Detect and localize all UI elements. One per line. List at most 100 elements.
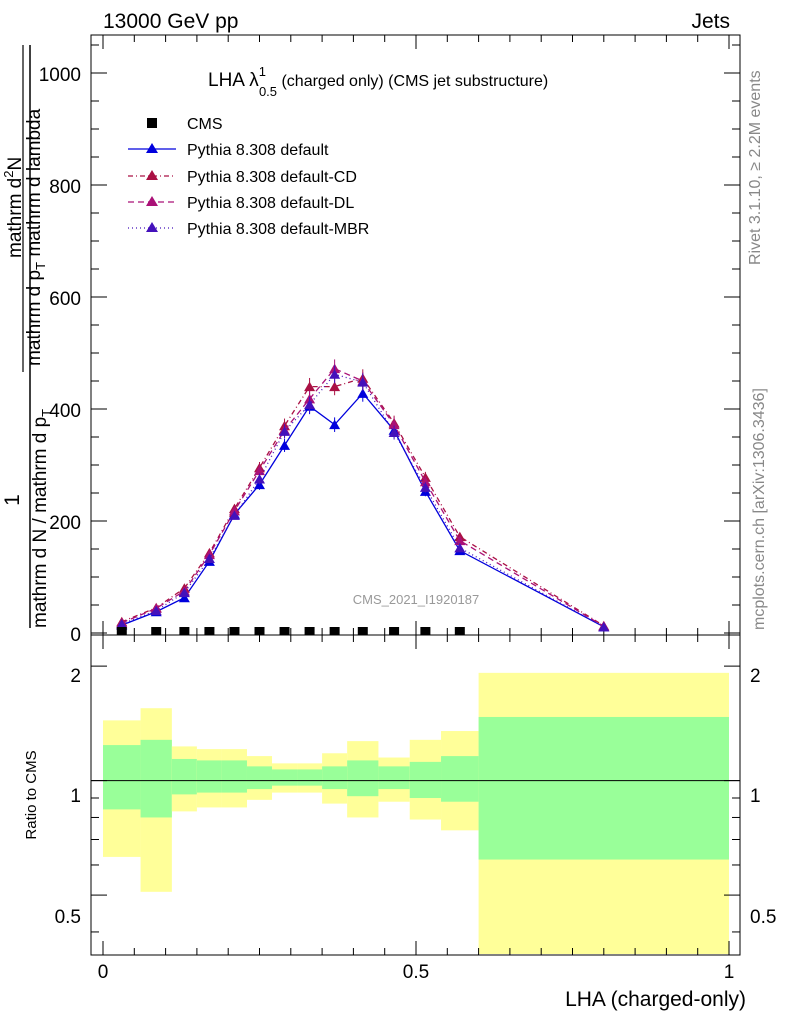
- legend-label-mbr: Pythia 8.308 default-MBR: [187, 221, 369, 238]
- x-tick-1: 1: [724, 962, 735, 983]
- series-point: [254, 474, 265, 484]
- y-label-inner-numerator: mathrm d2N: [1, 157, 26, 258]
- ratio-y-tick-0.5-left: 0.5: [55, 907, 81, 928]
- legend-marker-cms: [147, 118, 157, 128]
- header-right: Jets: [691, 10, 730, 33]
- main-y-axis-label: 1 mathrm d N / mathrm d pT mathrm d2N ma…: [1, 45, 54, 628]
- legend-label-cd: Pythia 8.308 default-CD: [187, 169, 357, 186]
- main-y-tick-200: 200: [49, 513, 81, 534]
- cms-point: [254, 627, 265, 635]
- ratio-bands: [103, 672, 729, 954]
- ratio-band-inner: [347, 760, 379, 797]
- x-axis-label: LHA (charged-only): [565, 988, 746, 1011]
- series-point: [203, 553, 215, 564]
- ratio-y-axis-label: Ratio to CMS: [23, 750, 40, 839]
- legend-marker-default: [146, 143, 158, 153]
- main-y-tick-800: 800: [49, 177, 81, 198]
- ratio-band-inner: [409, 761, 442, 799]
- legend-marker-cd: [146, 170, 158, 180]
- cms-point: [116, 627, 127, 635]
- cms-point: [420, 627, 431, 635]
- series-point: [388, 419, 400, 430]
- legend: CMS Pythia 8.308 default Pythia 8.308 de…: [128, 116, 369, 238]
- legend-label-cms: CMS: [187, 116, 223, 133]
- ratio-band-inner: [196, 760, 222, 793]
- main-y-tick-400: 400: [49, 401, 81, 422]
- ratio-band-inner: [103, 745, 141, 810]
- ratio-y-tick-2-left: 2: [70, 666, 81, 687]
- series-point: [254, 465, 265, 476]
- cms-point: [151, 627, 162, 635]
- cms-point: [389, 627, 400, 635]
- series-line: [121, 367, 605, 627]
- ratio-band-inner: [322, 766, 348, 790]
- cms-point: [454, 627, 465, 635]
- y-label-outer-numerator: 1: [1, 494, 24, 506]
- cms-point: [179, 627, 190, 635]
- ratio-band-inner: [140, 739, 172, 818]
- series-line: [121, 377, 605, 627]
- ratio-band-inner: [272, 769, 298, 786]
- ratio-y-tick-1-right: 1: [750, 786, 761, 807]
- series-point: [150, 605, 162, 616]
- series-point: [419, 476, 431, 487]
- cms-point: [357, 627, 368, 635]
- series-point: [116, 619, 128, 629]
- legend-marker-dl: [146, 196, 158, 206]
- cms-point: [279, 627, 290, 635]
- series-point: [304, 381, 316, 392]
- legend-entry-mbr: Pythia 8.308 default-MBR: [128, 221, 369, 238]
- y-label-inner-denominator: mathrm d pT mathrm d lambda: [24, 108, 48, 366]
- legend-entry-default: Pythia 8.308 default: [128, 142, 329, 159]
- series-point: [304, 399, 316, 410]
- x-tick-0.5: 0.5: [403, 962, 429, 983]
- series-point: [329, 419, 341, 430]
- ratio-band-inner: [297, 769, 323, 786]
- legend-entry-cd: Pythia 8.308 default-CD: [128, 169, 357, 186]
- series-point: [388, 427, 400, 438]
- ratio-y-tick-2-right: 2: [750, 666, 761, 687]
- cms-point: [229, 627, 240, 635]
- ratio-band-inner: [478, 716, 729, 860]
- main-plot-title: LHA λ1 0.5 (charged only) (CMS jet substr…: [208, 64, 548, 99]
- cms-data-points: [116, 627, 465, 635]
- series-point: [357, 377, 369, 387]
- series-point: [178, 592, 190, 603]
- series-point: [279, 426, 291, 436]
- axis-ticks: [91, 35, 740, 955]
- rivet-label: Rivet 3.1.10, ≥ 2.2M events: [747, 70, 764, 265]
- cms-point: [304, 627, 315, 635]
- series-point: [598, 621, 610, 632]
- series-point: [279, 440, 291, 450]
- ratio-band-inner: [378, 766, 410, 790]
- main-y-tick-600: 600: [49, 289, 81, 310]
- series-point: [228, 510, 240, 520]
- ratio-band-inner: [221, 760, 247, 793]
- ratio-y-tick-1-left: 1: [70, 786, 81, 807]
- legend-entry-cms: CMS: [147, 116, 223, 133]
- main-y-tick-0: 0: [70, 625, 81, 646]
- legend-label-dl: Pythia 8.308 default-DL: [187, 195, 354, 212]
- legend-entry-dl: Pythia 8.308 default-DL: [128, 195, 354, 212]
- main-y-tick-labels: 0 200 400 600 800 1000: [39, 65, 81, 646]
- series-point: [329, 381, 341, 392]
- series-point: [178, 587, 190, 598]
- cms-point: [204, 627, 215, 635]
- y-label-outer-denominator: mathrm d N / mathrm d pT: [30, 409, 54, 628]
- x-tick-labels: 0 0.5 1: [98, 962, 735, 983]
- series-point: [419, 482, 431, 492]
- ratio-y-tick-labels: 0.5 1 2 0.5 1 2: [55, 666, 777, 928]
- series-point: [454, 542, 466, 553]
- ratio-band-inner: [171, 758, 197, 795]
- mcplots-label: mcplots.cern.ch [arXiv:1306.3436]: [751, 388, 768, 630]
- ratio-band-inner: [246, 766, 273, 790]
- x-tick-0: 0: [98, 962, 109, 983]
- main-y-tick-1000: 1000: [39, 65, 81, 86]
- legend-label-default: Pythia 8.308 default: [187, 142, 329, 159]
- series-point: [357, 388, 369, 398]
- series-layer: [116, 359, 610, 632]
- legend-marker-mbr: [146, 222, 158, 232]
- analysis-watermark: CMS_2021_I1920187: [353, 592, 480, 607]
- header-left: 13000 GeV pp: [103, 10, 238, 33]
